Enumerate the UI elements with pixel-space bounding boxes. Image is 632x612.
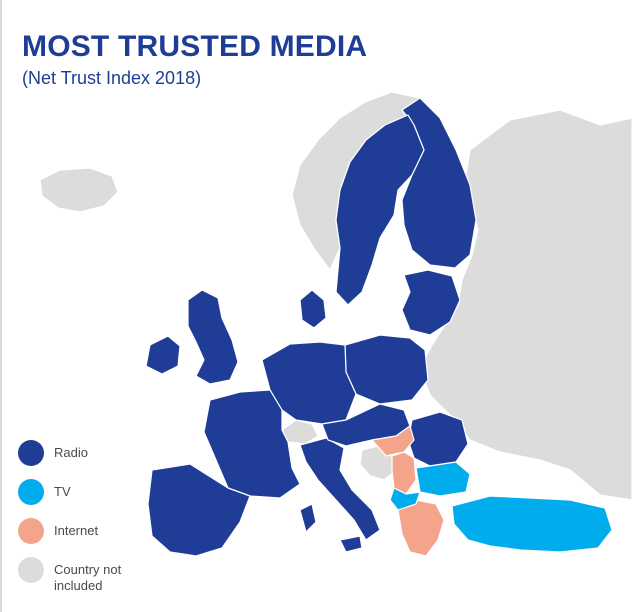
country-italy [299,437,381,541]
legend-label-tv: TV [54,484,71,499]
country-sweden [335,114,425,306]
country-romania [407,411,469,467]
legend-item-radio: Radio [18,440,164,466]
country-uk [187,289,239,385]
country-serbia-area [391,451,417,495]
tv-swatch [18,479,44,505]
page-subtitle: (Net Trust Index 2018) [22,68,202,88]
country-hungary [371,425,415,457]
internet-swatch [18,518,44,544]
country-ireland [145,335,181,375]
country-turkey [451,495,613,553]
country-n-macedonia-albania [389,487,421,511]
legend-item-tv: TV [18,479,164,505]
country-denmark [299,289,327,329]
country-iceland [39,167,119,213]
radio-swatch [18,440,44,466]
legend-label-radio: Radio [54,445,88,460]
legend-label-internet: Internet [54,523,99,538]
not-included-swatch [18,557,44,583]
page-title: MOST TRUSTED MEDIA [22,30,368,63]
legend-item-not-included: Country not included [18,557,164,594]
legend-item-internet: Internet [18,518,164,544]
country-bulgaria [415,461,471,497]
country-poland-central [344,334,429,405]
country-spain-portugal [147,463,251,557]
country-greece [397,499,445,557]
legend-label-not-included: Country not included [54,562,122,593]
country-france [203,389,301,499]
country-baltics [401,269,461,336]
left-border [0,0,2,612]
country-sicily-sardinia [299,503,363,553]
